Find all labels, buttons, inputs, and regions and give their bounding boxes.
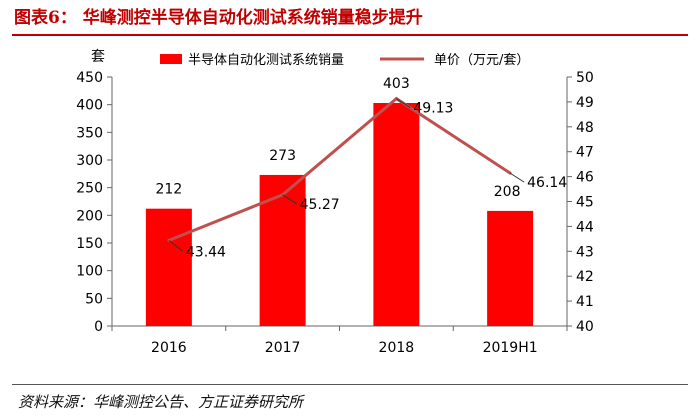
price-leader-line xyxy=(282,194,297,205)
right-tick-label: 50 xyxy=(576,70,594,86)
right-tick-label: 42 xyxy=(576,269,594,285)
legend-bar-label: 半导体自动化测试系统销量 xyxy=(188,53,344,68)
left-tick-label: 0 xyxy=(94,319,103,335)
bar-value-label: 208 xyxy=(494,184,521,200)
price-value-label: 46.14 xyxy=(527,175,567,191)
figure-title-row: 图表6： 华峰测控半导体自动化测试系统销量稳步提升 xyxy=(14,4,684,32)
figure-title: 图表6： 华峰测控半导体自动化测试系统销量稳步提升 xyxy=(14,8,423,28)
bar-value-label: 403 xyxy=(383,76,410,92)
bar-value-label: 273 xyxy=(269,148,296,164)
left-tick-label: 100 xyxy=(76,264,103,280)
legend-bar-swatch xyxy=(160,54,182,64)
left-tick-label: 200 xyxy=(76,208,103,224)
price-leader-line xyxy=(396,98,411,109)
title-divider xyxy=(12,34,688,36)
unit-price-line xyxy=(168,96,511,242)
left-tick-label: 450 xyxy=(76,70,103,86)
category-label: 2016 xyxy=(151,340,187,356)
right-tick-label: 44 xyxy=(576,219,594,235)
price-value-label: 45.27 xyxy=(300,197,340,213)
category-label: 2017 xyxy=(265,340,301,356)
source-divider xyxy=(12,384,688,385)
sales-price-chart: 0 50 100 150 200 250 300 350 400 450 40 41 42 43 44 45 4… xyxy=(76,49,594,356)
bar-2019H1 xyxy=(487,210,534,326)
right-tick-label: 47 xyxy=(576,145,594,161)
left-tick-label: 250 xyxy=(76,181,103,197)
category-label: 2018 xyxy=(379,340,415,356)
price-value-label: 43.44 xyxy=(186,244,226,260)
left-tick-label: 50 xyxy=(85,291,103,307)
right-tick-label: 48 xyxy=(576,120,594,136)
bar-value-label: 212 xyxy=(156,182,183,198)
price-value-label: 49.13 xyxy=(413,101,453,117)
left-tick-label: 150 xyxy=(76,236,103,252)
y-axis-unit-label: 套 xyxy=(91,49,105,65)
left-tick-label: 350 xyxy=(76,125,103,141)
legend-line-label: 单价（万元/套） xyxy=(434,52,529,68)
price-leader-line xyxy=(168,239,184,252)
price-leader-line xyxy=(509,172,525,183)
right-tick-label: 40 xyxy=(576,319,594,335)
right-tick-label: 41 xyxy=(576,294,594,310)
bar-2016 xyxy=(145,208,192,326)
right-tick-label: 49 xyxy=(576,95,594,111)
right-tick-label: 45 xyxy=(576,195,594,211)
right-tick-label: 43 xyxy=(576,244,594,260)
left-tick-label: 400 xyxy=(76,98,103,114)
bar-2018 xyxy=(373,103,420,326)
left-tick-label: 300 xyxy=(76,153,103,169)
right-tick-label: 46 xyxy=(576,170,594,186)
category-label: 2019H1 xyxy=(483,340,538,356)
source-note: 资料来源：华峰测控公告、方正证券研究所 xyxy=(18,393,304,411)
chart-area: 0 50 100 150 200 250 300 350 400 450 40 41 42 43 44 45 4… xyxy=(0,36,700,381)
